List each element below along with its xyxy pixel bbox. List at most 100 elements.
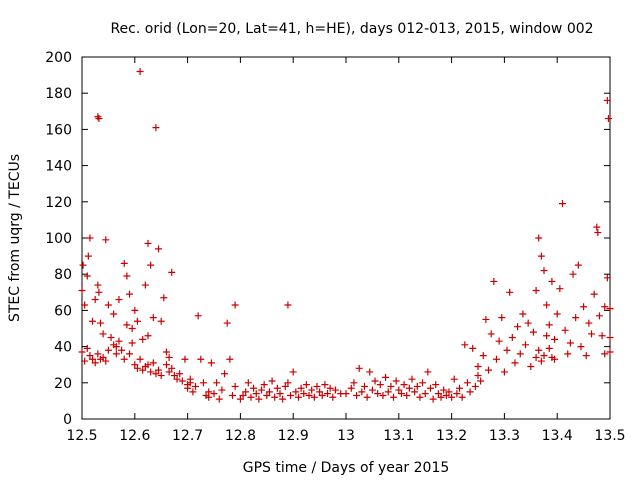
data-point xyxy=(310,393,318,401)
data-point xyxy=(395,386,403,394)
data-point xyxy=(81,357,89,365)
data-point xyxy=(99,330,107,338)
data-point xyxy=(112,350,120,358)
data-point xyxy=(284,301,292,309)
data-point xyxy=(78,286,86,294)
data-point xyxy=(144,361,152,369)
data-point xyxy=(223,319,231,327)
data-point xyxy=(384,388,392,396)
y-tick-label: 120 xyxy=(45,195,72,211)
data-point xyxy=(149,314,157,322)
data-point xyxy=(450,375,458,383)
data-point xyxy=(434,390,442,398)
data-point xyxy=(350,379,358,387)
data-point xyxy=(250,384,258,392)
data-point xyxy=(157,317,165,325)
data-point xyxy=(128,325,136,332)
y-axis-label: STEC from uqrg / TECUs xyxy=(7,154,23,322)
data-point xyxy=(218,386,226,394)
data-point xyxy=(353,391,361,399)
data-point xyxy=(603,96,611,104)
x-tick-label: 13.3 xyxy=(489,428,520,444)
data-point xyxy=(268,377,276,385)
data-point xyxy=(588,330,596,338)
data-point xyxy=(95,288,103,296)
data-point xyxy=(144,332,152,340)
data-point xyxy=(411,388,419,396)
data-point xyxy=(215,395,223,403)
data-point xyxy=(603,274,611,282)
data-point xyxy=(279,395,287,403)
data-point xyxy=(477,377,485,385)
data-point xyxy=(329,393,337,401)
data-point xyxy=(545,321,553,329)
data-point xyxy=(265,388,273,396)
data-point xyxy=(302,381,310,389)
data-point xyxy=(601,350,609,358)
data-point xyxy=(96,319,104,327)
data-point xyxy=(437,393,445,401)
data-point xyxy=(197,355,205,363)
data-point xyxy=(590,290,598,298)
data-point xyxy=(360,382,368,390)
plot-area: 12.5 12.6 12.7 12.8 12.9 13 13.1 13.2 13.3 13.4 13… xyxy=(45,50,625,444)
data-point xyxy=(102,357,110,365)
x-tick-label: 13.5 xyxy=(594,428,625,444)
data-point xyxy=(347,384,355,392)
data-point xyxy=(548,277,556,285)
y-tick-label: 100 xyxy=(45,231,72,247)
data-point xyxy=(110,341,118,349)
data-point xyxy=(155,366,163,374)
data-point xyxy=(236,395,244,403)
data-point xyxy=(606,348,614,356)
data-point xyxy=(461,341,469,349)
data-point xyxy=(580,303,588,311)
x-tick-label: 12.6 xyxy=(119,428,150,444)
data-point xyxy=(133,364,141,372)
data-point xyxy=(595,312,603,320)
data-point xyxy=(139,335,147,343)
data-point xyxy=(456,384,464,392)
data-point xyxy=(485,366,493,374)
data-point xyxy=(118,346,126,354)
data-point xyxy=(313,382,321,390)
data-point xyxy=(255,395,263,403)
data-point xyxy=(173,375,181,383)
data-point xyxy=(294,393,302,401)
data-point xyxy=(260,381,268,389)
x-tick-label: 13.4 xyxy=(542,428,573,444)
data-point xyxy=(231,382,239,390)
data-point xyxy=(321,381,329,389)
data-point xyxy=(147,261,155,269)
data-point xyxy=(511,359,519,367)
data-point xyxy=(403,391,411,399)
data-point xyxy=(543,301,551,309)
data-point xyxy=(84,252,92,260)
data-point xyxy=(490,277,498,285)
data-point xyxy=(207,359,215,367)
data-point xyxy=(149,359,157,367)
data-point xyxy=(308,386,316,394)
data-point xyxy=(535,234,543,242)
data-point xyxy=(382,373,390,381)
data-point xyxy=(561,326,569,334)
data-point xyxy=(558,200,566,208)
data-point xyxy=(471,382,479,390)
data-point xyxy=(205,393,213,401)
data-point xyxy=(128,339,136,347)
data-point xyxy=(514,323,522,331)
data-point xyxy=(281,382,289,390)
data-point xyxy=(574,261,582,269)
data-point xyxy=(162,348,170,356)
data-point xyxy=(543,332,551,340)
data-point xyxy=(492,355,500,363)
data-point xyxy=(133,317,141,325)
data-point xyxy=(170,372,178,380)
data-point xyxy=(86,352,94,360)
data-point xyxy=(371,377,379,385)
data-point xyxy=(429,395,437,403)
data-point xyxy=(466,388,474,396)
data-point xyxy=(244,379,252,387)
data-point xyxy=(189,388,197,396)
data-point xyxy=(162,361,170,369)
